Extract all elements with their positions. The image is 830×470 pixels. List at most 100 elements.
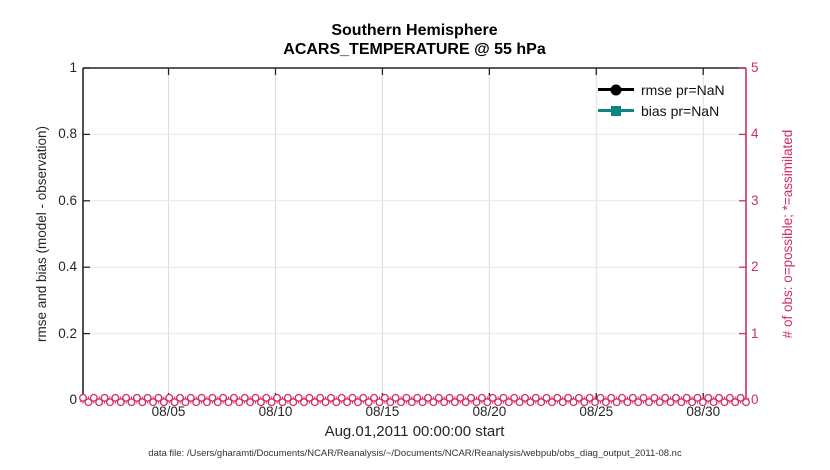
obs-possible-marker [310,398,319,407]
obs-possible-marker [542,393,551,402]
obs-possible-marker [79,393,87,402]
obs-possible-marker [203,398,211,407]
obs-possible-marker [149,398,158,407]
obs-possible-marker [353,398,362,407]
chart-title-line2: ACARS_TEMPERATURE @ 55 hPa [283,41,546,58]
obs-possible-marker [122,393,131,402]
obs-possible-marker [219,393,228,402]
obs-possible-marker [461,398,470,407]
obs-possible-marker [456,393,465,402]
obs-possible-marker [655,398,664,407]
x-tick-label: 08/25 [579,404,614,419]
obs-possible-marker [574,393,583,402]
y-tick-label-right: 4 [751,126,759,142]
obs-possible-marker [510,393,519,402]
obs-possible-marker [429,398,438,407]
obs-possible-marker [300,398,308,407]
obs-possible-marker [229,393,238,402]
obs-possible-marker [488,393,497,402]
obs-possible-marker [246,398,255,407]
y-tick-label-right: 1 [751,325,759,341]
obs-possible-marker [580,398,589,407]
legend-label: rmse pr=NaN [641,81,725,98]
obs-possible-marker [548,398,556,407]
obs-possible-marker [380,393,389,402]
obs-possible-marker [467,393,476,402]
obs-possible-marker [364,398,373,407]
obs-possible-marker [370,393,379,402]
x-tick-label: 08/15 [365,404,400,419]
obs-possible-marker [407,398,416,407]
legend-label: bias pr=NaN [641,102,720,119]
y-tick-label-right: 2 [751,259,759,275]
obs-possible-marker [450,398,459,407]
obs-possible-marker [483,398,492,407]
y-tick-label-right: 0 [751,392,759,407]
obs-possible-marker [337,393,346,402]
obs-possible-marker [154,393,163,402]
obs-possible-marker [521,393,529,402]
legend-line-square [598,105,634,116]
obs-possible-marker [240,393,249,402]
obs-possible-marker [321,398,330,407]
obs-possible-marker [424,393,432,402]
obs-possible-marker [569,398,578,407]
obs-possible-marker [736,393,745,402]
obs-possible-marker [531,393,540,402]
obs-possible-marker [397,398,405,407]
obs-possible-marker [197,393,206,402]
obs-possible-marker [472,398,481,407]
obs-possible-marker [553,393,562,402]
obs-possible-marker [95,398,104,407]
x-axis-label: Aug.01,2011 00:00:00 start [324,423,505,440]
obs-possible-marker [332,398,341,407]
obs-possible-marker [343,398,352,407]
obs-possible-marker [477,393,486,402]
obs-possible-marker [445,393,454,402]
y-tick-label-left: 1 [69,60,77,75]
obs-possible-marker [402,393,411,402]
obs-possible-marker [127,398,136,407]
obs-possible-marker [709,398,718,407]
obs-possible-marker [213,398,222,407]
obs-possible-marker [159,398,168,407]
obs-possible-marker [688,398,697,407]
obs-possible-marker [564,393,573,402]
obs-possible-marker [612,398,621,407]
obs-possible-marker [618,393,626,402]
legend-item: bias pr=NaN [598,100,725,121]
obs-possible-marker [499,393,508,402]
x-tick-label: 08/20 [472,404,507,419]
obs-possible-marker [176,393,184,402]
obs-possible-marker [715,393,723,402]
obs-possible-marker [278,398,287,407]
x-tick-label: 08/30 [686,404,721,419]
chart-title-line1: Southern Hemisphere [331,22,498,39]
obs-possible-marker [515,398,524,407]
obs-possible-marker [316,393,325,402]
y-tick-label-right: 3 [751,192,759,208]
obs-possible-marker [106,398,114,407]
obs-possible-marker [494,398,502,407]
obs-possible-marker [720,398,729,407]
obs-possible-marker [294,393,303,402]
obs-possible-marker [251,393,260,402]
obs-possible-marker [186,393,195,402]
obs-possible-marker [526,398,535,407]
obs-possible-marker [132,393,141,402]
x-tick-label: 08/10 [258,404,293,419]
x-tick-label: 08/05 [151,404,186,419]
obs-possible-marker [224,398,233,407]
obs-possible-marker [84,398,93,407]
obs-possible-marker [607,393,616,402]
obs-possible-marker [677,398,686,407]
legend-line-circle [598,84,634,95]
y-tick-label-left: 0.6 [58,192,77,208]
obs-possible-marker [704,393,713,402]
obs-possible-marker [386,398,395,407]
obs-possible-marker [639,393,648,402]
data-file-caption: data file: /Users/gharamti/Documents/NCA… [148,448,682,459]
obs-possible-marker [305,393,314,402]
obs-possible-marker [348,393,357,402]
